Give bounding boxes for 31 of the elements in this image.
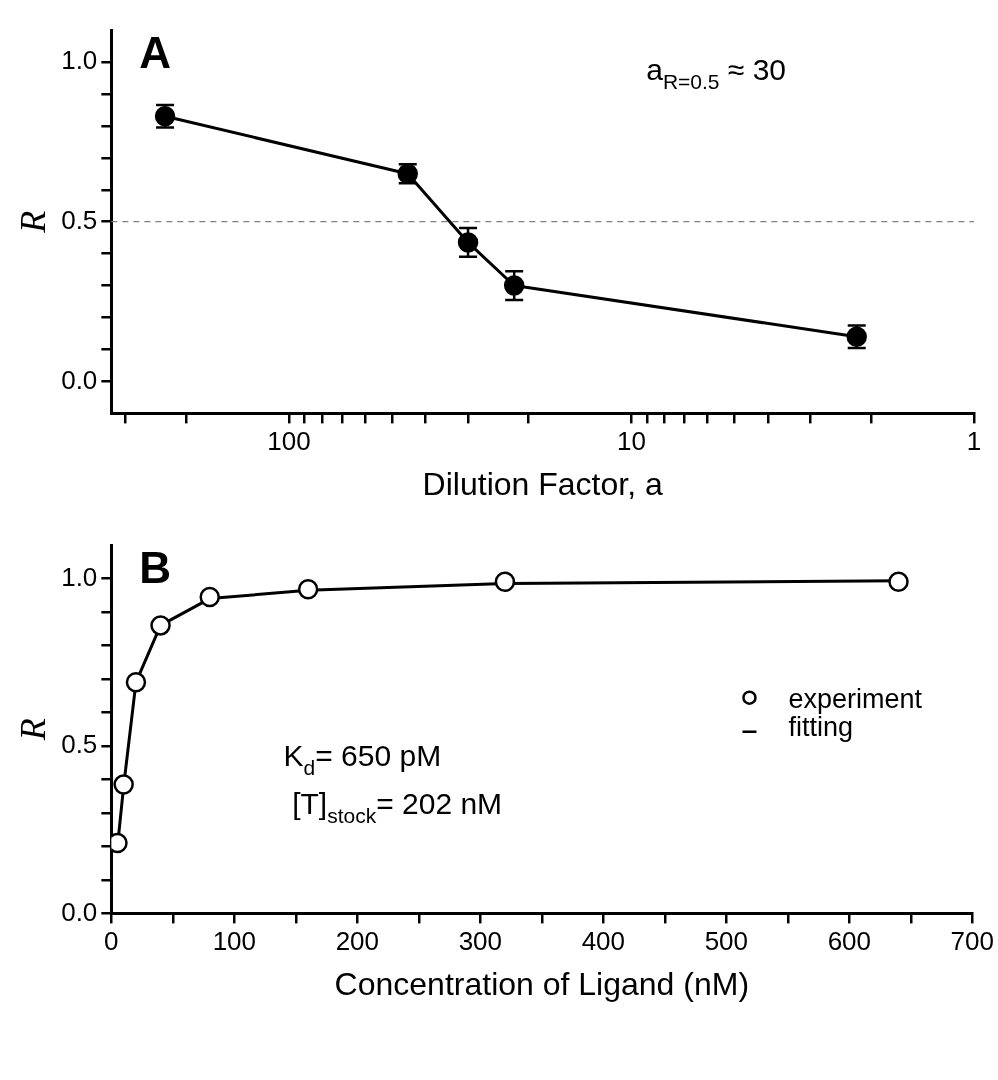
chart-title: A <box>139 28 172 77</box>
point <box>494 571 516 593</box>
y-tick-label: 0.0 <box>61 896 98 927</box>
x-tick-label: 100 <box>267 426 311 457</box>
point <box>199 586 220 608</box>
y-tick-label: 1.0 <box>61 45 98 76</box>
point <box>888 571 909 593</box>
x-tick-label: 700 <box>950 926 995 957</box>
x-axis-title: Dilution Factor, a <box>422 465 663 502</box>
y-axis-title: R <box>13 210 54 234</box>
x-tick-label: 0 <box>104 926 119 957</box>
point <box>125 672 147 693</box>
chart-title: B <box>139 543 172 592</box>
x-tick-label: 1 <box>966 426 982 457</box>
x-tick-label: 500 <box>704 926 749 957</box>
x-tick-label: 400 <box>581 926 626 957</box>
point <box>297 578 319 600</box>
x-tick-label: 10 <box>617 426 646 457</box>
point <box>113 774 134 795</box>
x-tick-label: 600 <box>827 926 872 957</box>
y-axis-title: R <box>13 718 54 742</box>
y-tick-label: 0.5 <box>61 204 98 235</box>
x-axis-title: Concentration of Ligand (nM) <box>334 965 750 1002</box>
x-tick-label: 300 <box>458 926 503 957</box>
y-tick-label: 0.5 <box>61 729 98 760</box>
x-tick-label: 100 <box>212 926 257 957</box>
point <box>150 615 171 636</box>
y-tick-label: 1.0 <box>61 561 98 592</box>
y-tick-label: 0.0 <box>61 364 98 395</box>
legend-label: experiment <box>788 683 923 714</box>
x-tick-label: 200 <box>335 926 380 957</box>
